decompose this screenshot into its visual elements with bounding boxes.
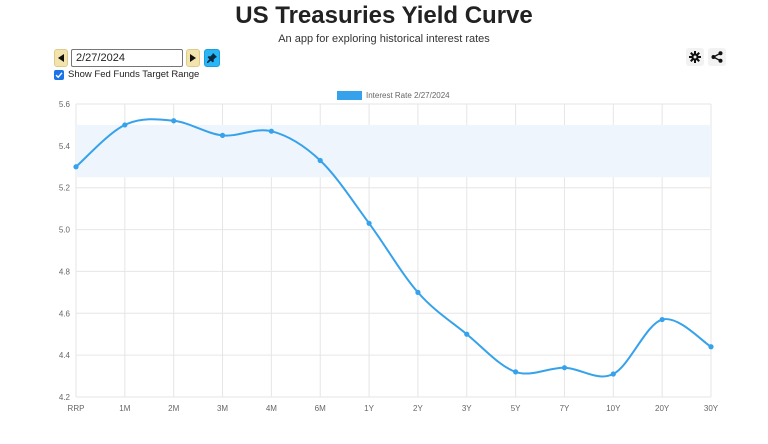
pin-button[interactable] xyxy=(204,49,220,67)
y-tick-label: 4.2 xyxy=(59,393,71,402)
data-point[interactable] xyxy=(610,371,616,377)
data-point[interactable] xyxy=(708,344,714,350)
y-tick-label: 5.4 xyxy=(59,142,71,151)
data-point[interactable] xyxy=(73,164,79,170)
data-point[interactable] xyxy=(513,369,519,375)
data-points xyxy=(73,118,714,377)
x-tick-label: 1M xyxy=(119,404,130,413)
fed-funds-checkbox[interactable] xyxy=(54,69,64,80)
top-right-tools xyxy=(682,48,726,66)
gear-icon xyxy=(689,51,701,63)
yield-curve-chart: 5.6 5.4 5.2 5.0 4.8 4.6 4.4 4.2 RRP 1M 2M 3M 4M 6M 1Y 2… xyxy=(59,91,719,413)
share-icon xyxy=(711,51,723,63)
x-tick-label: RRP xyxy=(68,404,85,413)
x-tick-label: 6M xyxy=(315,404,326,413)
chart-axes: 5.6 5.4 5.2 5.0 4.8 4.6 4.4 4.2 RRP 1M 2M 3M 4M 6M 1Y 2… xyxy=(59,100,719,413)
y-tick-label: 5.6 xyxy=(59,100,71,109)
chart-legend[interactable]: Interest Rate 2/27/2024 xyxy=(337,91,450,100)
data-point[interactable] xyxy=(171,118,177,124)
y-tick-label: 5.0 xyxy=(59,226,71,235)
interest-rate-line xyxy=(75,118,712,378)
share-button[interactable] xyxy=(708,48,726,66)
x-tick-label: 7Y xyxy=(560,404,570,413)
data-point[interactable] xyxy=(317,157,323,164)
next-date-button[interactable] xyxy=(186,49,200,67)
date-toolbar xyxy=(54,48,220,68)
x-tick-label: 3Y xyxy=(462,404,472,413)
data-point[interactable] xyxy=(659,316,665,323)
x-tick-label: 3M xyxy=(217,404,228,413)
data-point[interactable] xyxy=(219,132,226,138)
y-tick-label: 4.8 xyxy=(59,267,71,276)
y-tick-label: 4.4 xyxy=(59,351,71,360)
data-point[interactable] xyxy=(366,220,372,226)
page-title: US Treasuries Yield Curve xyxy=(235,2,533,29)
fed-funds-toggle[interactable]: Show Fed Funds Target Range xyxy=(54,69,199,80)
data-point[interactable] xyxy=(268,128,274,134)
data-point[interactable] xyxy=(415,289,421,295)
legend-swatch xyxy=(337,91,362,100)
x-tick-label: 2M xyxy=(168,404,179,413)
fed-funds-target-band xyxy=(76,124,711,178)
fed-funds-label: Show Fed Funds Target Range xyxy=(68,69,200,80)
x-tick-label: 4M xyxy=(266,404,277,413)
previous-date-button[interactable] xyxy=(54,49,68,67)
settings-button[interactable] xyxy=(686,48,704,66)
y-tick-label: 5.2 xyxy=(59,184,71,193)
x-tick-label: 20Y xyxy=(655,404,670,413)
data-point[interactable] xyxy=(464,331,470,337)
triangle-left-icon xyxy=(58,54,64,62)
x-tick-label: 2Y xyxy=(413,404,423,413)
data-point[interactable] xyxy=(561,365,568,371)
x-tick-label: 30Y xyxy=(704,404,719,413)
date-input[interactable] xyxy=(71,49,183,67)
x-tick-label: 5Y xyxy=(511,404,521,413)
legend-label: Interest Rate 2/27/2024 xyxy=(366,91,450,100)
checkmark-icon xyxy=(55,71,63,78)
y-tick-label: 4.6 xyxy=(59,309,71,318)
x-tick-label: 1Y xyxy=(364,404,374,413)
triangle-right-icon xyxy=(190,54,196,62)
data-point[interactable] xyxy=(122,122,128,128)
pin-icon xyxy=(207,53,217,63)
x-tick-label: 10Y xyxy=(606,404,621,413)
page-subtitle: An app for exploring historical interest… xyxy=(278,33,490,45)
